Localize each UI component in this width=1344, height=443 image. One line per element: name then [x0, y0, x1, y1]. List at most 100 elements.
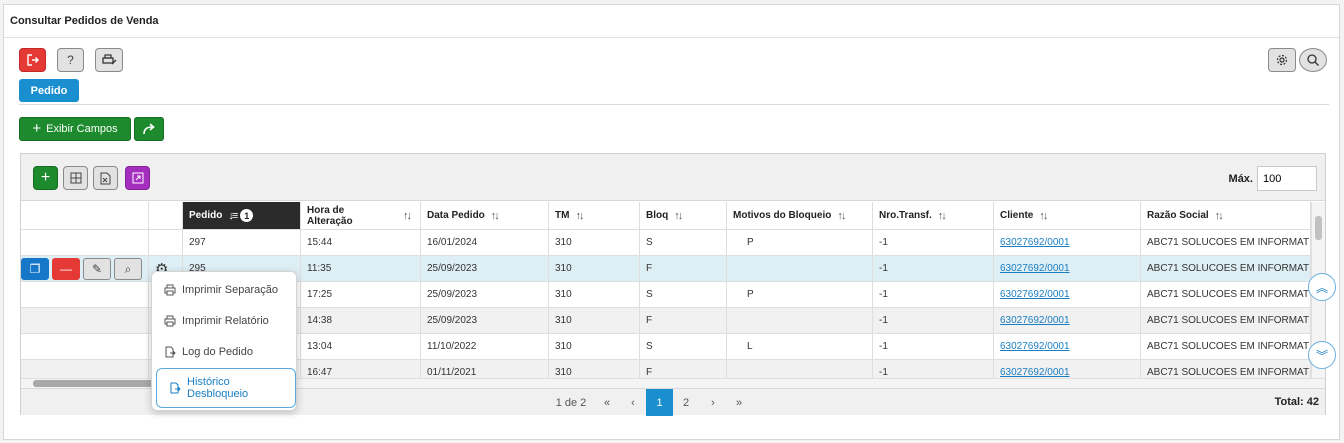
gear-icon	[1276, 54, 1288, 66]
columns-button[interactable]	[63, 166, 88, 190]
cell-cliente[interactable]: 63027692/0001	[994, 230, 1141, 255]
row-menu-cell	[149, 230, 183, 255]
edit-button[interactable]: ✎	[83, 258, 111, 280]
cell-cliente[interactable]: 63027692/0001	[994, 256, 1141, 281]
row-actions-cell: ❐ — ✎ ⌕	[21, 256, 149, 281]
sort-icon[interactable]: ↑↓	[674, 209, 683, 222]
chevron-double-up-icon: ︽	[1315, 280, 1328, 295]
column-header-hora-alteracao[interactable]: Hora de Alteração ↑↓	[301, 202, 421, 229]
cliente-link[interactable]: 63027692/0001	[1000, 367, 1070, 378]
cliente-link[interactable]: 63027692/0001	[1000, 237, 1070, 248]
view-button[interactable]: ⌕	[114, 258, 142, 280]
cell-value: F	[646, 367, 653, 378]
menu-item-log-do-pedido[interactable]: Log do Pedido	[152, 339, 298, 365]
table-row[interactable]: 17:25 25/09/2023 310 S P -1 63027692/0001 ABC71…	[21, 282, 1311, 308]
settings-button[interactable]	[1268, 48, 1296, 72]
cell-motivos-bloqueio: P	[727, 282, 873, 307]
sort-icon[interactable]: ↑↓	[403, 209, 412, 222]
sort-descending-icon[interactable]: ↓≡	[228, 209, 238, 222]
column-header-motivos-bloqueio[interactable]: Motivos do Bloqueio ↑↓	[727, 202, 873, 229]
search-icon	[1307, 54, 1319, 66]
scroll-bottom-button[interactable]: ︾	[1308, 341, 1336, 369]
print-button[interactable]	[95, 48, 123, 72]
copy-button[interactable]: ❐	[21, 258, 49, 280]
cliente-link[interactable]: 63027692/0001	[1000, 263, 1070, 274]
cliente-link[interactable]: 63027692/0001	[1000, 315, 1070, 326]
cell-value: 13:04	[307, 341, 333, 352]
column-header-nro-transf[interactable]: Nro.Transf. ↑↓	[873, 202, 994, 229]
column-header-tm[interactable]: TM ↑↓	[549, 202, 640, 229]
sort-icon[interactable]: ↑↓	[575, 209, 584, 222]
sort-icon[interactable]: ↑↓	[937, 209, 947, 222]
expand-button[interactable]	[125, 166, 150, 190]
sort-icon[interactable]: ↑↓	[1039, 209, 1048, 222]
table-row[interactable]: ❐ — ✎ ⌕ ⚙ 295 11:35 25/09/2023 310 F -1 63027692/00…	[21, 256, 1311, 282]
grid-icon	[70, 172, 81, 184]
help-button[interactable]: ?	[57, 48, 84, 72]
cell-nro-transf: -1	[873, 230, 994, 255]
prev-page-button[interactable]: ‹	[631, 396, 635, 409]
menu-item-imprimir-separacao[interactable]: Imprimir Separação	[152, 277, 298, 303]
cell-pedido	[183, 334, 301, 359]
row-context-menu: Imprimir Separação Imprimir Relatório Lo…	[151, 271, 297, 411]
share-button[interactable]	[134, 117, 164, 141]
cell-cliente[interactable]: 63027692/0001	[994, 334, 1141, 359]
exibir-campos-button[interactable]: + Exibir Campos	[19, 117, 131, 141]
cliente-link[interactable]: 63027692/0001	[1000, 289, 1070, 300]
first-page-button[interactable]: «	[603, 396, 611, 409]
last-page-button[interactable]: »	[735, 396, 743, 409]
cell-motivos-bloqueio	[727, 308, 873, 333]
menu-item-imprimir-relatorio[interactable]: Imprimir Relatório	[152, 308, 298, 334]
export-button[interactable]	[93, 166, 118, 190]
delete-button[interactable]: —	[52, 258, 80, 280]
next-page-button[interactable]: ›	[711, 396, 715, 409]
table-row[interactable]: 13:04 11/10/2022 310 S L -1 63027692/0001 ABC71…	[21, 334, 1311, 360]
search-button[interactable]	[1299, 48, 1327, 72]
column-header-label: Data Pedido	[427, 210, 485, 221]
menu-item-historico-desbloqueio[interactable]: Histórico Desbloqueio	[156, 368, 296, 408]
column-header-label: Pedido	[189, 210, 223, 221]
cell-cliente[interactable]: 63027692/0001	[994, 282, 1141, 307]
cell-cliente[interactable]: 63027692/0001	[994, 308, 1141, 333]
horizontal-scroll-thumb[interactable]	[33, 380, 153, 387]
cell-razao-social: ABC71 SOLUCOES EM INFORMATICA S.A	[1141, 308, 1311, 333]
sort-icon[interactable]: ↑↓	[837, 209, 846, 222]
cell-value: ABC71 SOLUCOES EM INFORMATICA S.A	[1147, 289, 1310, 300]
cell-value: ABC71 SOLUCOES EM INFORMATICA S.A	[1147, 263, 1310, 274]
sort-icon[interactable]: ↑↓	[1214, 209, 1224, 222]
header-spacer	[21, 202, 149, 229]
printer-icon	[164, 315, 176, 327]
column-header-label: Cliente	[1000, 210, 1034, 221]
horizontal-scrollbar[interactable]	[21, 378, 1325, 388]
page-2-button[interactable]: 2	[682, 396, 690, 409]
scroll-top-button[interactable]: ︽	[1308, 273, 1336, 301]
cliente-link[interactable]: 63027692/0001	[1000, 341, 1070, 352]
add-row-button[interactable]: +	[33, 166, 58, 190]
sort-icon[interactable]: ↑↓	[490, 209, 500, 222]
exit-button[interactable]	[19, 48, 46, 72]
cell-pedido: 295	[183, 256, 301, 281]
cell-value: 16:47	[307, 367, 333, 378]
tab-pedido[interactable]: Pedido	[19, 79, 79, 102]
row-actions-cell	[21, 360, 149, 378]
vertical-scroll-thumb[interactable]	[1315, 216, 1322, 240]
cell-nro-transf: -1	[873, 334, 994, 359]
column-header-pedido[interactable]: Pedido ↓≡ 1	[183, 202, 301, 229]
cell-cliente[interactable]: 63027692/0001	[994, 360, 1141, 378]
cell-tm: 310	[549, 230, 640, 255]
column-header-data-pedido[interactable]: Data Pedido ↑↓	[421, 202, 549, 229]
max-input[interactable]	[1257, 166, 1317, 191]
cell-value: 297	[189, 237, 206, 248]
table-row[interactable]: 16:47 01/11/2021 310 F -1 63027692/0001 ABC71 …	[21, 360, 1311, 378]
cell-value: F	[646, 315, 653, 326]
cell-motivos-bloqueio: P	[727, 230, 873, 255]
table-row[interactable]: 297 15:44 16/01/2024 310 S P -1 63027692/0001 AB…	[21, 230, 1311, 256]
document-export-icon	[165, 346, 176, 358]
row-actions-cell	[21, 230, 149, 255]
column-header-cliente[interactable]: Cliente ↑↓	[994, 202, 1141, 229]
cell-value: -1	[879, 367, 888, 378]
column-header-razao-social[interactable]: Razão Social ↑↓	[1141, 202, 1311, 229]
menu-item-label: Log do Pedido	[182, 346, 253, 358]
column-header-bloq[interactable]: Bloq ↑↓	[640, 202, 727, 229]
page-1-button[interactable]: 1	[646, 389, 673, 416]
